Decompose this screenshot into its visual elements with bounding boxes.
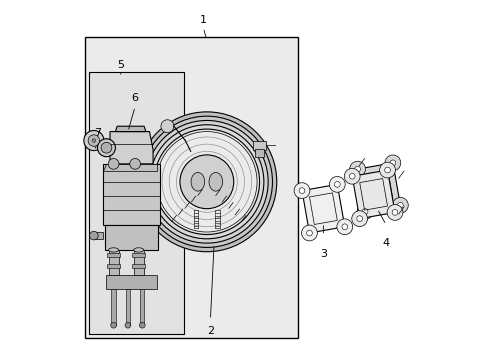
Circle shape (156, 132, 257, 232)
Circle shape (145, 121, 267, 243)
Bar (104, 225, 158, 250)
Circle shape (137, 112, 276, 252)
Circle shape (299, 188, 304, 193)
Text: 1: 1 (200, 15, 206, 26)
Circle shape (154, 129, 259, 234)
Ellipse shape (108, 248, 119, 252)
Bar (133, 250, 143, 275)
Circle shape (329, 176, 345, 192)
Bar (253, 140, 265, 149)
Bar (132, 264, 145, 268)
Circle shape (108, 158, 119, 169)
Ellipse shape (133, 248, 143, 252)
Circle shape (341, 224, 347, 230)
Circle shape (306, 230, 312, 236)
Bar (94, 232, 102, 239)
Ellipse shape (191, 172, 204, 191)
Polygon shape (102, 164, 156, 171)
Bar (102, 164, 160, 225)
Circle shape (110, 322, 116, 328)
Text: 5: 5 (117, 60, 124, 70)
Circle shape (149, 125, 264, 239)
Circle shape (92, 139, 96, 142)
Text: 4: 4 (382, 238, 389, 248)
Circle shape (88, 135, 100, 146)
Bar (111, 289, 116, 325)
Circle shape (344, 168, 359, 184)
Ellipse shape (208, 172, 222, 191)
Circle shape (356, 204, 372, 219)
Bar (125, 289, 130, 325)
Circle shape (362, 208, 367, 214)
Polygon shape (110, 132, 153, 164)
Circle shape (379, 162, 395, 178)
Text: 7: 7 (94, 129, 101, 138)
Bar (140, 289, 144, 325)
Circle shape (384, 155, 400, 171)
Circle shape (125, 322, 131, 328)
Circle shape (392, 197, 407, 213)
Polygon shape (357, 163, 400, 211)
Bar (106, 275, 156, 289)
Bar (107, 264, 120, 268)
Circle shape (356, 216, 362, 221)
Bar (85, 37, 298, 338)
Circle shape (180, 155, 233, 209)
Circle shape (83, 131, 104, 150)
Circle shape (354, 166, 360, 172)
Circle shape (97, 139, 115, 157)
Circle shape (348, 174, 354, 179)
Circle shape (389, 160, 395, 166)
Circle shape (301, 225, 317, 241)
Circle shape (384, 167, 389, 173)
Bar (132, 253, 145, 257)
Bar (255, 149, 264, 157)
Circle shape (101, 142, 112, 153)
Circle shape (386, 204, 402, 220)
Polygon shape (115, 126, 145, 132)
Circle shape (89, 231, 98, 240)
Circle shape (293, 183, 309, 198)
Text: 2: 2 (206, 325, 214, 336)
Circle shape (161, 120, 174, 133)
Circle shape (336, 219, 352, 235)
Circle shape (349, 161, 365, 177)
Polygon shape (351, 170, 394, 219)
Circle shape (129, 158, 140, 169)
Circle shape (351, 211, 367, 226)
Polygon shape (302, 184, 344, 233)
Circle shape (139, 322, 145, 328)
Circle shape (141, 116, 272, 247)
Text: 3: 3 (319, 248, 326, 258)
Bar (88, 72, 183, 334)
Bar (107, 253, 120, 257)
Text: 6: 6 (131, 93, 138, 103)
Circle shape (334, 181, 340, 187)
Bar (108, 250, 119, 275)
Circle shape (397, 202, 403, 208)
Circle shape (391, 210, 397, 215)
